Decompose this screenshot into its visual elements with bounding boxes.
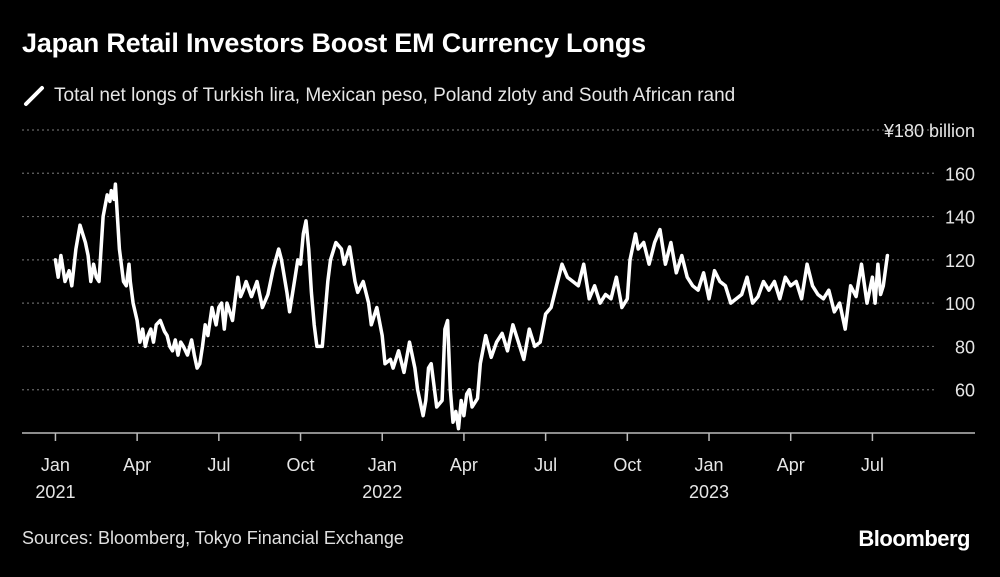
x-tick-year-label: 2021 — [35, 482, 75, 502]
x-tick-label: Apr — [450, 455, 478, 475]
y-tick-label: 160 — [945, 164, 975, 184]
x-tick-label: Jan — [41, 455, 70, 475]
x-tick-label: Oct — [287, 455, 315, 475]
x-tick-label: Jan — [695, 455, 724, 475]
legend: Total net longs of Turkish lira, Mexican… — [22, 84, 735, 108]
x-tick-label: Oct — [613, 455, 641, 475]
bloomberg-logo: Bloomberg — [858, 526, 970, 551]
y-tick-label: 140 — [945, 208, 975, 228]
x-tick-label: Apr — [123, 455, 151, 475]
chart-title: Japan Retail Investors Boost EM Currency… — [22, 28, 646, 58]
y-tick-label: 100 — [945, 294, 975, 314]
y-tick-label: 80 — [955, 337, 975, 357]
x-tick-label: Jul — [207, 455, 230, 475]
white-line-icon — [22, 84, 46, 108]
source-note: Sources: Bloomberg, Tokyo Financial Exch… — [22, 528, 404, 548]
x-tick-label: Jan — [368, 455, 397, 475]
x-tick-year-label: 2023 — [689, 482, 729, 502]
y-tick-label: 60 — [955, 381, 975, 401]
y-axis-top-label: ¥180 billion — [883, 121, 975, 141]
x-tick-label: Jul — [861, 455, 884, 475]
series-line — [53, 182, 890, 431]
legend-label: Total net longs of Turkish lira, Mexican… — [54, 85, 736, 106]
y-tick-label: 120 — [945, 251, 975, 271]
x-tick-label: Jul — [534, 455, 557, 475]
x-tick-year-label: 2022 — [362, 482, 402, 502]
x-tick-label: Apr — [777, 455, 805, 475]
